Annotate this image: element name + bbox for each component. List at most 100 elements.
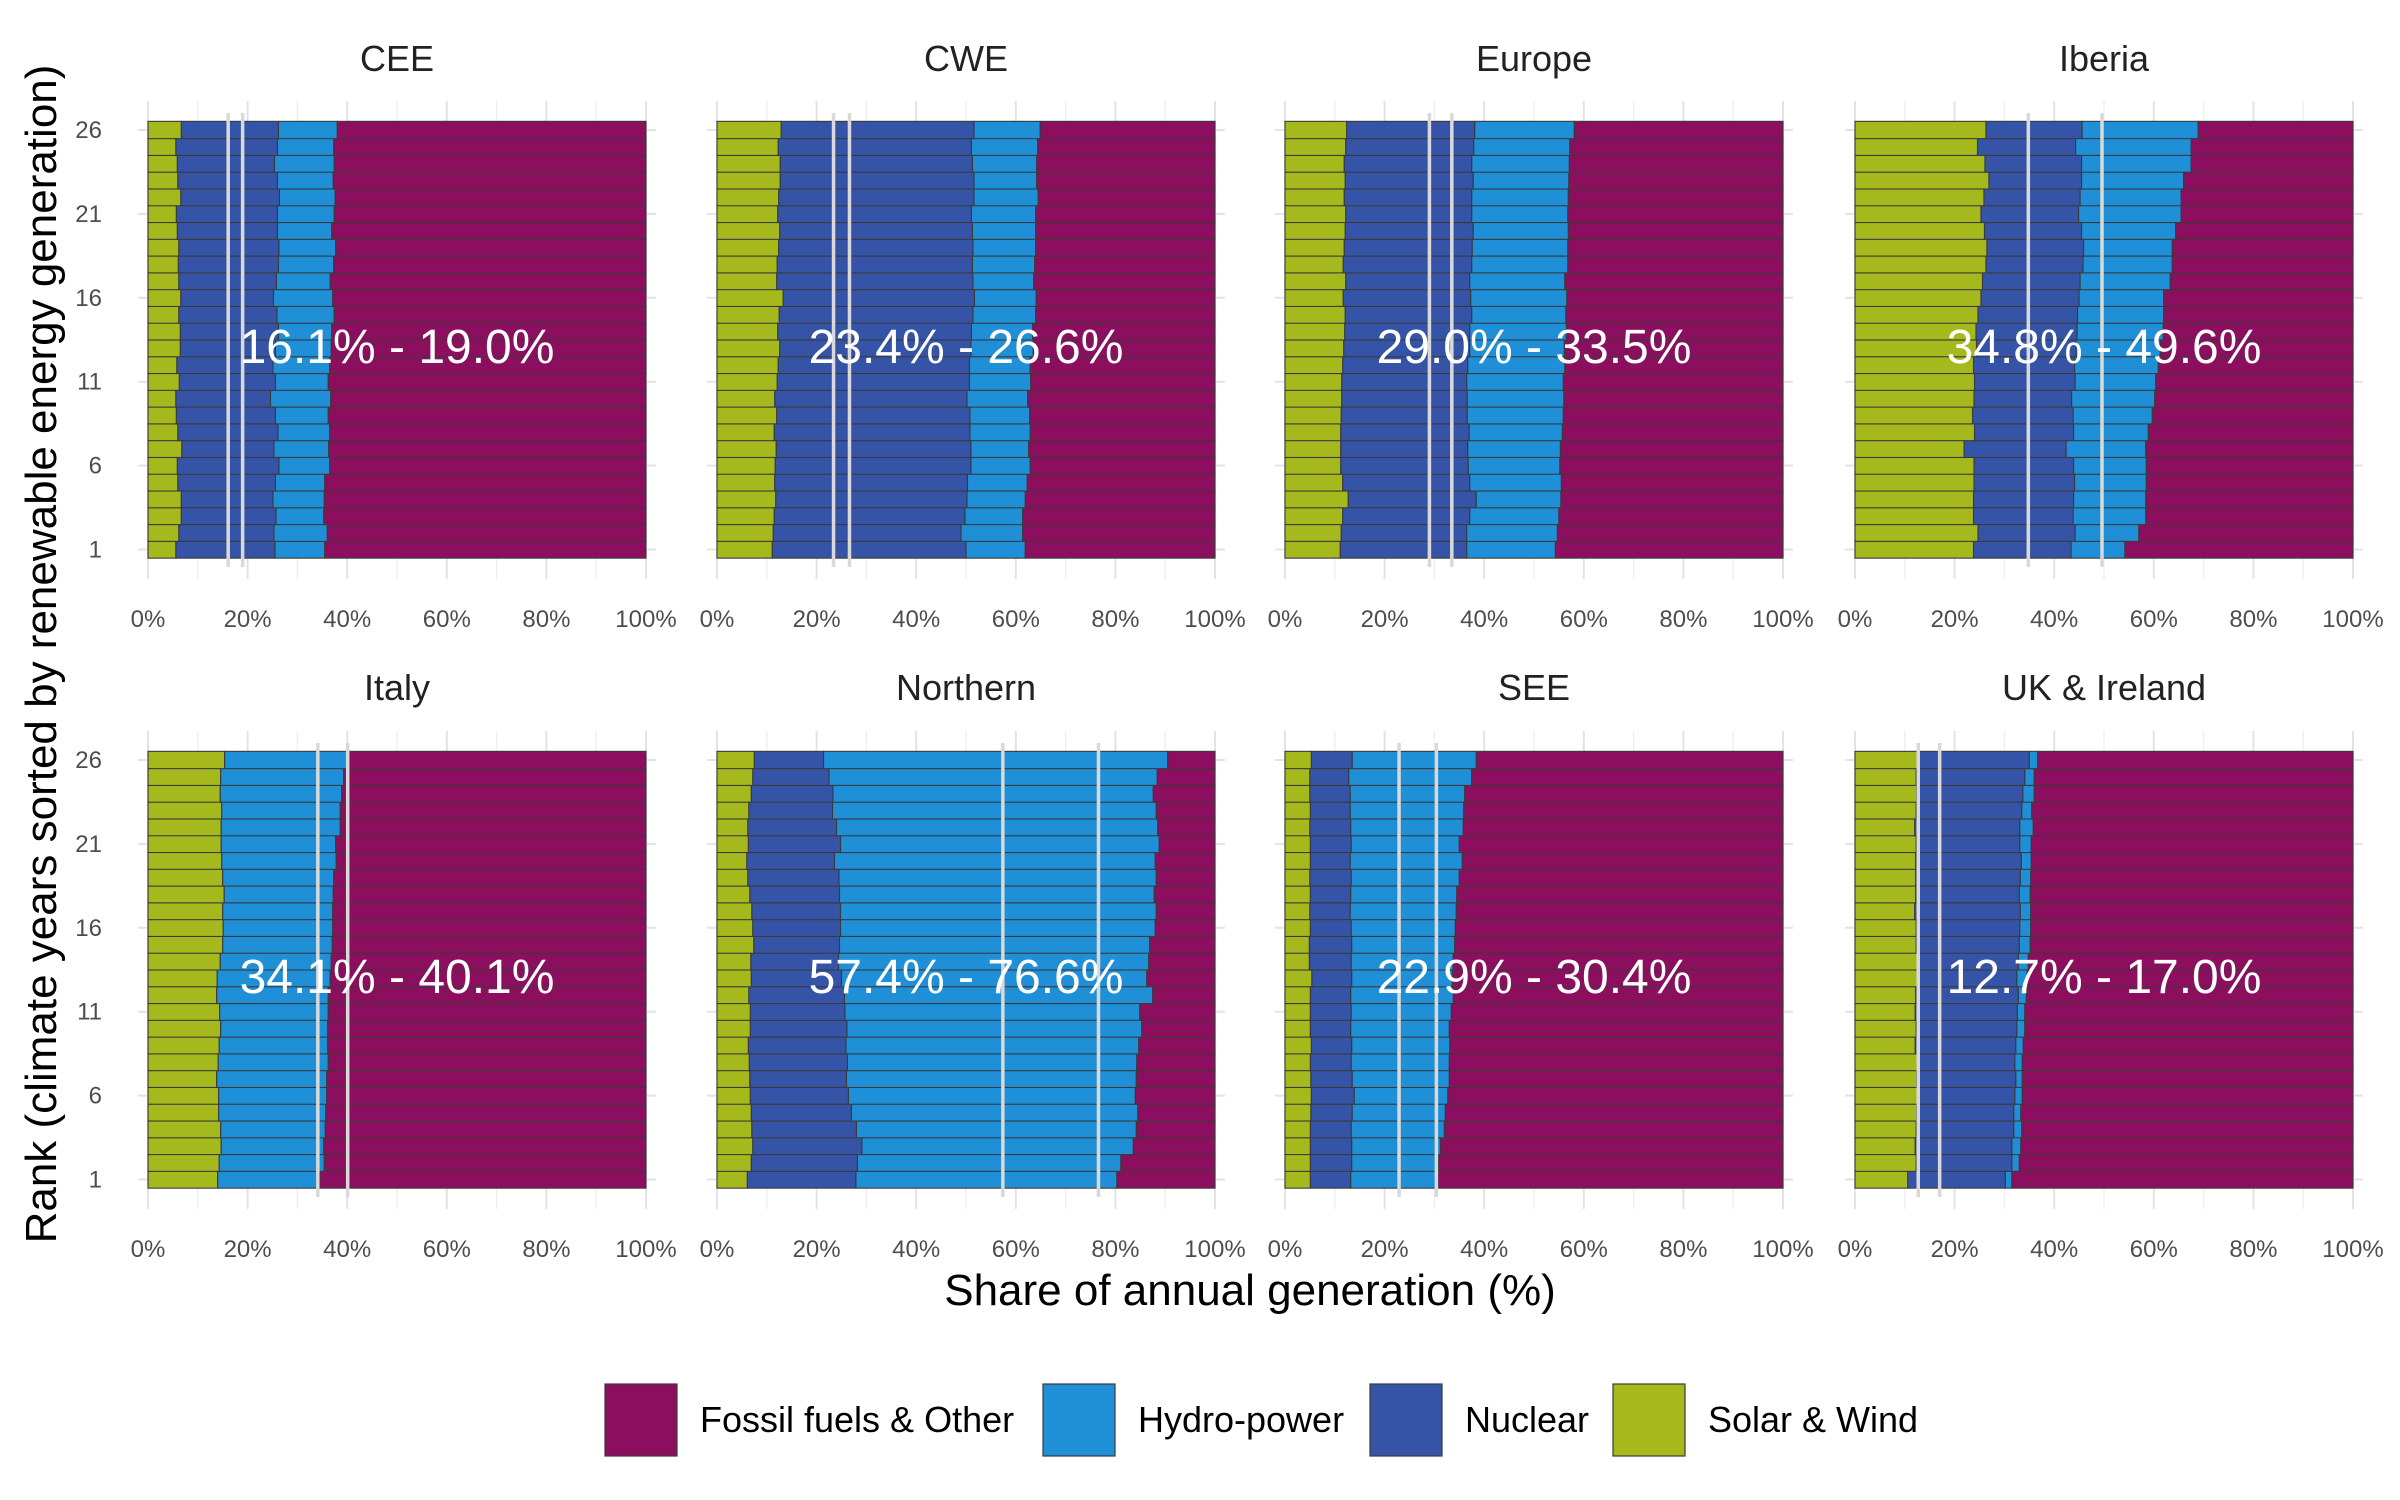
bar-solar-wind-rank-2 <box>716 523 774 542</box>
bar-hydro-power-rank-26 <box>277 120 338 140</box>
bar-solar-wind-rank-22 <box>1854 817 1916 837</box>
bar-hydro-power-rank-11 <box>844 1002 1141 1021</box>
bar-fossil-other-rank-2 <box>2018 1153 2354 1172</box>
bar-nuclear-rank-19 <box>1915 868 2021 887</box>
bar-nuclear-rank-26 <box>1918 750 2030 770</box>
bar-fossil-other-rank-4 <box>324 1119 647 1139</box>
bar-hydro-power-rank-3 <box>220 1136 325 1156</box>
bar-solar-wind-rank-15 <box>1284 935 1310 954</box>
bar-fossil-other-rank-26 <box>2197 120 2354 140</box>
bar-fossil-other-rank-19 <box>335 238 647 257</box>
bar-solar-wind-rank-15 <box>1284 305 1346 324</box>
bar-fossil-other-rank-23 <box>1568 171 1784 190</box>
bar-hydro-power-rank-1 <box>217 1170 321 1189</box>
bar-fossil-other-rank-18 <box>2029 885 2354 904</box>
bar-fossil-other-rank-20 <box>1461 851 1784 870</box>
bar-nuclear-rank-21 <box>1915 834 2021 854</box>
bar-nuclear-rank-17 <box>1309 901 1351 921</box>
x-tick-label: 100% <box>1752 606 1813 633</box>
bar-fossil-other-rank-8 <box>1029 422 1216 442</box>
bar-fossil-other-rank-5 <box>2145 473 2354 492</box>
legend-swatch-fossil-fuels-other <box>604 1383 678 1457</box>
bar-fossil-other-rank-3 <box>1022 506 1216 526</box>
bar-fossil-other-rank-19 <box>1458 868 1784 887</box>
bar-solar-wind-rank-2 <box>147 523 180 542</box>
bar-solar-wind-rank-2 <box>1854 523 1979 542</box>
bar-nuclear-rank-5 <box>774 473 969 492</box>
bar-hydro-power-rank-7 <box>2065 439 2147 459</box>
bar-fossil-other-rank-22 <box>1157 817 1216 837</box>
bar-fossil-other-rank-11 <box>1139 1002 1216 1021</box>
bar-fossil-other-rank-17 <box>1033 271 1216 291</box>
bar-nuclear-rank-21 <box>777 204 973 224</box>
bar-hydro-power-rank-19 <box>2019 868 2032 887</box>
bar-solar-wind-rank-8 <box>1284 422 1342 442</box>
bar-solar-wind-rank-4 <box>147 489 182 509</box>
bar-nuclear-rank-10 <box>774 389 968 408</box>
bar-nuclear-rank-24 <box>1984 154 2083 173</box>
bar-solar-wind-rank-24 <box>147 154 178 173</box>
bar-fossil-other-rank-10 <box>1448 1019 1784 1038</box>
bar-nuclear-rank-25 <box>1915 767 2026 786</box>
bar-fossil-other-rank-4 <box>1135 1119 1216 1139</box>
bar-fossil-other-rank-25 <box>343 767 647 786</box>
bar-hydro-power-rank-21 <box>839 834 1160 854</box>
bar-solar-wind-rank-11 <box>147 1002 221 1021</box>
bar-hydro-power-rank-25 <box>970 137 1039 156</box>
bar-hydro-power-rank-3 <box>861 1136 1134 1156</box>
bar-nuclear-rank-25 <box>752 767 830 786</box>
bar-hydro-power-rank-7 <box>970 439 1030 459</box>
bar-fossil-other-rank-24 <box>341 784 647 803</box>
bar-solar-wind-rank-20 <box>1284 221 1346 240</box>
bar-nuclear-rank-18 <box>1915 885 2020 904</box>
bar-hydro-power-rank-8 <box>2014 1052 2023 1072</box>
bar-hydro-power-rank-7 <box>273 439 330 459</box>
bar-nuclear-rank-23 <box>1309 801 1351 820</box>
bar-hydro-power-rank-23 <box>973 171 1038 190</box>
legend-item-nuclear: Nuclear <box>1369 1383 1589 1457</box>
bar-solar-wind-rank-5 <box>716 1103 752 1122</box>
bar-fossil-other-rank-11 <box>2155 372 2354 391</box>
bar-fossil-other-rank-8 <box>327 1052 647 1072</box>
bar-hydro-power-rank-7 <box>845 1069 1137 1089</box>
bar-solar-wind-rank-15 <box>716 305 780 324</box>
bar-fossil-other-rank-20 <box>2030 851 2354 870</box>
bar-fossil-other-rank-2 <box>1556 523 1784 542</box>
bar-fossil-other-rank-1 <box>324 540 647 559</box>
bar-solar-wind-rank-22 <box>716 187 780 207</box>
bar-nuclear-rank-19 <box>1309 868 1352 887</box>
bar-hydro-power-rank-6 <box>1353 1086 1449 1105</box>
x-tick-label: 80% <box>522 1236 570 1263</box>
bar-fossil-other-rank-21 <box>2180 204 2354 224</box>
bar-solar-wind-rank-18 <box>1284 885 1311 904</box>
bar-hydro-power-rank-17 <box>972 271 1035 291</box>
bar-hydro-power-rank-21 <box>1471 204 1569 224</box>
bar-nuclear-rank-10 <box>1973 389 2073 408</box>
bar-fossil-other-rank-24 <box>1152 784 1216 803</box>
y-tick-label: 11 <box>77 369 102 396</box>
bar-solar-wind-rank-10 <box>1284 1019 1311 1038</box>
x-tick-label: 80% <box>1091 1236 1139 1263</box>
bar-nuclear-rank-9 <box>1340 406 1468 425</box>
bar-hydro-power-rank-4 <box>1475 489 1562 509</box>
bar-hydro-power-rank-25 <box>2075 137 2192 156</box>
bar-nuclear-rank-20 <box>779 221 974 240</box>
bar-fossil-other-rank-26 <box>1475 750 1784 770</box>
bar-fossil-other-rank-12 <box>1152 985 1216 1005</box>
bar-fossil-other-rank-9 <box>327 1036 647 1055</box>
x-tick-label: 60% <box>2130 1236 2178 1263</box>
bar-hydro-power-rank-5 <box>850 1103 1139 1122</box>
bar-fossil-other-rank-20 <box>1567 221 1784 240</box>
bar-hydro-power-rank-16 <box>973 288 1037 307</box>
x-tick-label: 40% <box>892 1236 940 1263</box>
bar-solar-wind-rank-25 <box>1854 137 1979 156</box>
bar-solar-wind-rank-20 <box>1284 851 1311 870</box>
y-tick-label: 16 <box>75 915 102 942</box>
bar-solar-wind-rank-15 <box>1854 935 1917 954</box>
bar-fossil-other-rank-23 <box>2031 801 2354 820</box>
bar-solar-wind-rank-1 <box>147 1170 219 1189</box>
bar-nuclear-rank-8 <box>1973 422 2075 442</box>
range-label: 12.7% - 17.0% <box>1947 951 2262 1004</box>
